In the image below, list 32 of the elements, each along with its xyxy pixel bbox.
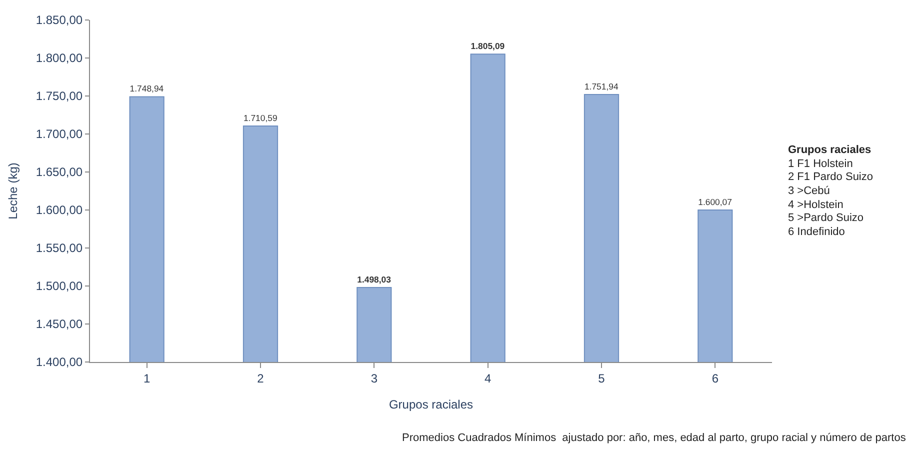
y-tick-label: 1.400,00 [36,355,83,370]
data-label: 1.710,59 [243,112,278,123]
y-tick-label: 1.800,00 [36,51,83,66]
text: 5 >Pardo Suizo [788,212,864,224]
y-tick-label: 1.850,00 [36,13,83,28]
y-tick-label: 1.550,00 [36,241,83,256]
data-label: 1.805,09 [470,40,505,51]
x-axis-title: Grupos raciales [388,397,474,412]
y-tick-label: 1.750,00 [36,89,83,104]
data-label: 1.600,07 [698,196,732,207]
x-tick-label: 6 [712,371,719,386]
data-label: 1.748,94 [130,84,164,94]
data-label: 1.751,94 [584,81,618,92]
text: Grupos raciales [788,144,872,156]
text: 6 Indefinido [788,226,845,238]
x-tick-label: 2 [257,371,264,386]
x-tick-label: 3 [370,371,378,386]
text: 4 >Holstein [788,199,844,211]
y-tick-label: 1.450,00 [36,317,83,332]
y-axis-title: Leche (kg) [6,162,20,220]
text: 1 F1 Holstein [788,158,853,170]
text: 2 F1 Pardo Suizo [788,171,873,183]
y-tick-label: 1.700,00 [36,127,83,142]
data-label: 1.498,03 [357,274,392,284]
x-tick-label: 5 [598,371,606,386]
y-tick-label: 1.600,00 [36,203,83,218]
y-tick-label: 1.500,00 [36,279,83,294]
text: 3 >Cebú [788,185,830,197]
y-tick-label: 1.650,00 [36,165,83,180]
text: Promedios Cuadrados Mínimos ajustado por: año, mes, edad al parto, grupo racial y número de partos [402,432,906,444]
x-tick-label: 4 [484,371,492,386]
x-tick-label: 1 [143,371,150,386]
